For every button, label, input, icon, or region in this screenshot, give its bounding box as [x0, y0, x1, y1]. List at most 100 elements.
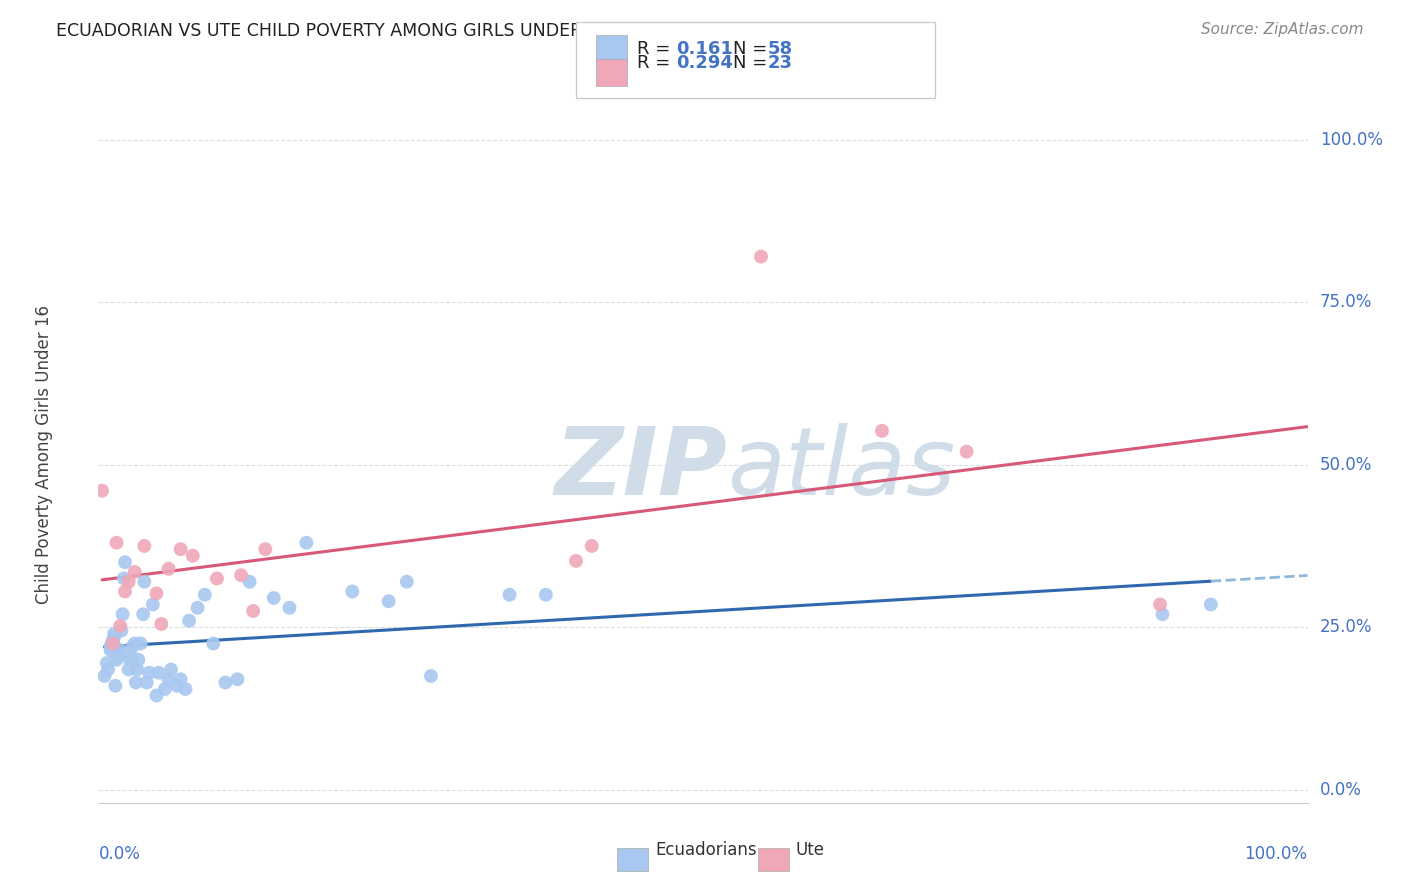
- Point: [118, 653, 141, 667]
- Point: [118, 663, 141, 677]
- Text: ECUADORIAN VS UTE CHILD POVERTY AMONG GIRLS UNDER 16 CORRELATION CHART: ECUADORIAN VS UTE CHILD POVERTY AMONG GI…: [56, 22, 804, 40]
- Point: [749, 250, 772, 264]
- Text: atlas: atlas: [727, 424, 956, 515]
- Point: [124, 636, 146, 650]
- Point: [134, 574, 156, 589]
- Text: 100.0%: 100.0%: [1320, 130, 1382, 149]
- Point: [108, 646, 131, 660]
- Text: 0.0%: 0.0%: [1320, 780, 1361, 799]
- Text: ZIP: ZIP: [554, 423, 727, 515]
- Point: [254, 542, 277, 557]
- Text: Ute: Ute: [796, 841, 825, 859]
- Point: [97, 663, 120, 677]
- Point: [295, 535, 318, 549]
- Point: [242, 604, 264, 618]
- Point: [1199, 598, 1222, 612]
- Text: N =: N =: [733, 40, 772, 58]
- Point: [132, 607, 155, 622]
- Point: [955, 444, 977, 458]
- Point: [108, 619, 131, 633]
- Point: [342, 584, 364, 599]
- Point: [205, 572, 228, 586]
- Point: [187, 600, 209, 615]
- Point: [194, 588, 217, 602]
- Point: [1149, 598, 1171, 612]
- Point: [177, 614, 201, 628]
- Point: [134, 539, 156, 553]
- Point: [150, 617, 173, 632]
- Point: [142, 598, 165, 612]
- Point: [153, 681, 176, 696]
- Point: [100, 636, 122, 650]
- Point: [110, 624, 132, 638]
- Point: [157, 562, 180, 576]
- Point: [105, 535, 128, 549]
- Text: R =: R =: [637, 54, 676, 71]
- Point: [138, 665, 160, 680]
- Point: [101, 636, 124, 650]
- Text: 100.0%: 100.0%: [1244, 845, 1308, 863]
- Point: [100, 643, 122, 657]
- Point: [125, 675, 148, 690]
- Point: [202, 636, 225, 650]
- Point: [107, 649, 129, 664]
- Point: [127, 663, 149, 677]
- Point: [214, 675, 236, 690]
- Point: [169, 672, 191, 686]
- Text: 23: 23: [768, 54, 793, 71]
- Point: [377, 594, 399, 608]
- Point: [135, 675, 157, 690]
- Point: [420, 669, 443, 683]
- Point: [263, 591, 285, 605]
- Point: [100, 640, 122, 654]
- Point: [145, 689, 167, 703]
- Point: [105, 653, 128, 667]
- Point: [229, 568, 252, 582]
- Point: [124, 565, 146, 579]
- Point: [148, 665, 170, 680]
- Point: [145, 586, 167, 600]
- Point: [114, 584, 136, 599]
- Point: [581, 539, 603, 553]
- Point: [157, 672, 180, 686]
- Point: [169, 542, 191, 557]
- Point: [534, 588, 557, 602]
- Point: [104, 679, 127, 693]
- Point: [103, 626, 125, 640]
- Text: 0.161: 0.161: [676, 40, 733, 58]
- Point: [111, 607, 134, 622]
- Text: N =: N =: [733, 54, 772, 71]
- Text: Ecuadorians: Ecuadorians: [655, 841, 756, 859]
- Point: [565, 554, 588, 568]
- Point: [129, 636, 152, 650]
- Point: [127, 653, 149, 667]
- Point: [96, 656, 118, 670]
- Text: 58: 58: [768, 40, 793, 58]
- Point: [395, 574, 418, 589]
- Point: [160, 663, 183, 677]
- Point: [93, 669, 115, 683]
- Point: [103, 630, 125, 644]
- Point: [118, 574, 141, 589]
- Point: [112, 572, 135, 586]
- Point: [174, 681, 197, 696]
- Point: [226, 672, 249, 686]
- Point: [239, 574, 262, 589]
- Point: [498, 588, 520, 602]
- Point: [120, 649, 142, 664]
- Text: 0.294: 0.294: [676, 54, 733, 71]
- Point: [101, 633, 124, 648]
- Point: [108, 643, 131, 657]
- Point: [870, 424, 893, 438]
- Text: Child Poverty Among Girls Under 16: Child Poverty Among Girls Under 16: [35, 305, 53, 605]
- Text: R =: R =: [637, 40, 676, 58]
- Point: [121, 640, 143, 654]
- Point: [166, 679, 188, 693]
- Text: 50.0%: 50.0%: [1320, 456, 1372, 474]
- Point: [181, 549, 204, 563]
- Text: 75.0%: 75.0%: [1320, 293, 1372, 311]
- Point: [114, 555, 136, 569]
- Text: Source: ZipAtlas.com: Source: ZipAtlas.com: [1201, 22, 1364, 37]
- Point: [91, 483, 114, 498]
- Point: [278, 600, 301, 615]
